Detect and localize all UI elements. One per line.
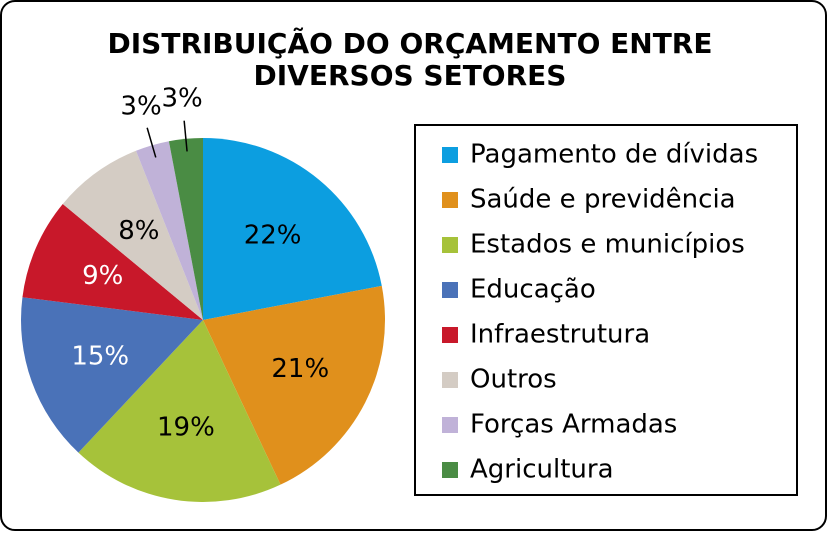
pie-slice xyxy=(168,138,203,320)
leader-line xyxy=(146,127,157,158)
legend-swatch xyxy=(442,462,458,478)
legend-swatch xyxy=(442,372,458,388)
pie-slice xyxy=(20,297,204,453)
data-label: 8% xyxy=(118,216,159,246)
legend-label: Infraestrutura xyxy=(470,320,650,350)
leader-line xyxy=(183,120,188,152)
pie-slice xyxy=(203,138,382,320)
data-label: 19% xyxy=(157,412,215,442)
legend-label: Outros xyxy=(470,365,557,395)
legend-label: Educação xyxy=(470,275,596,305)
legend-swatch xyxy=(442,237,458,253)
pie-slice xyxy=(78,320,281,503)
legend-box xyxy=(414,124,798,496)
pie-slice xyxy=(62,150,204,320)
legend-swatch xyxy=(442,282,458,298)
legend-swatch xyxy=(442,192,458,208)
legend-label: Saúde e previdência xyxy=(470,185,736,215)
legend-swatch xyxy=(442,147,458,163)
legend-swatch xyxy=(442,327,458,343)
legend-label: Estados e municípios xyxy=(470,230,745,260)
data-label: 3% xyxy=(120,91,161,121)
legend-label: Agricultura xyxy=(470,455,614,485)
data-label: 3% xyxy=(161,83,202,113)
chart-title: DIVERSOS SETORES xyxy=(254,59,567,92)
pie-slice xyxy=(203,285,385,485)
pie-slice xyxy=(22,203,204,320)
data-label: 22% xyxy=(244,220,302,250)
legend-swatch xyxy=(442,417,458,433)
data-label: 9% xyxy=(82,261,123,291)
legend-label: Forças Armadas xyxy=(470,410,677,440)
chart-title: DISTRIBUIÇÃO DO ORÇAMENTO ENTRE xyxy=(108,26,713,60)
pie-slice xyxy=(136,141,203,320)
data-label: 15% xyxy=(71,341,129,371)
data-label: 21% xyxy=(271,354,329,384)
legend-label: Pagamento de dívidas xyxy=(470,140,758,170)
